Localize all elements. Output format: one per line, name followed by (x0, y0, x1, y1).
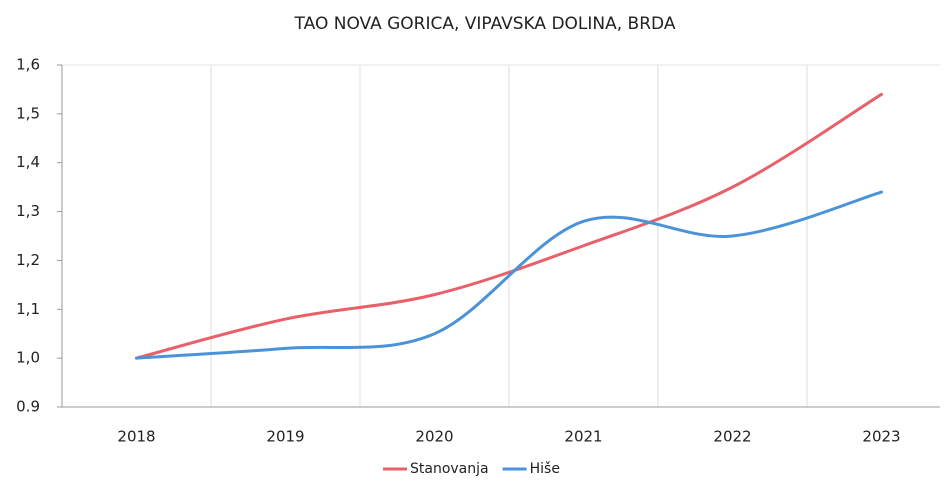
y-tick-label: 1,0 (16, 349, 40, 367)
y-tick-label: 0.9 (16, 398, 40, 416)
y-tick-label: 1,4 (16, 153, 40, 171)
x-tick-label: 2020 (415, 428, 453, 446)
x-tick-label: 2018 (117, 428, 155, 446)
line-series (135, 190, 883, 360)
legend-label: Stanovanja (410, 461, 489, 477)
x-tick-label: 2022 (713, 428, 751, 446)
y-tick-label: 1,2 (16, 251, 40, 269)
y-tick-label: 1,1 (16, 300, 40, 318)
y-tick-label: 1,5 (16, 104, 40, 122)
x-tick-label: 2023 (862, 428, 900, 446)
chart-title: TAO NOVA GORICA, VIPAVSKA DOLINA, BRDA (294, 14, 676, 34)
x-tick-label: 2021 (564, 428, 602, 446)
x-tick-label: 2019 (266, 428, 304, 446)
y-tick-label: 1,3 (16, 202, 40, 220)
y-tick-label: 1,6 (16, 56, 40, 74)
legend-label: Hiše (530, 461, 560, 477)
